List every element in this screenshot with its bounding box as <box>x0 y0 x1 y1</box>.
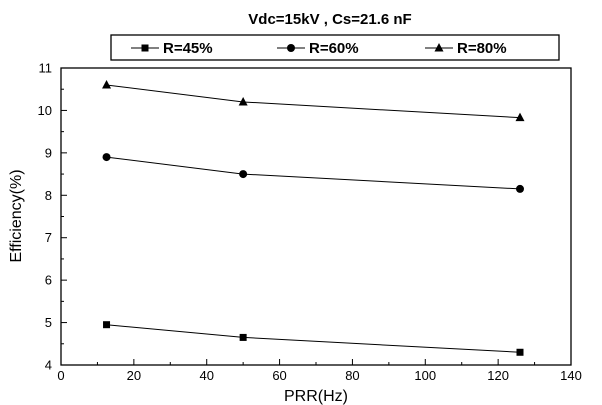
series-line <box>106 156 521 190</box>
y-tick-label: 6 <box>45 273 52 288</box>
chart-title: Vdc=15kV , Cs=21.6 nF <box>248 11 411 28</box>
x-tick-label: 140 <box>560 368 582 383</box>
series-layer <box>102 79 525 356</box>
x-tick-label: 120 <box>487 368 509 383</box>
x-tick-label: 100 <box>414 368 436 383</box>
x-axis-label: PRR(Hz) <box>284 388 348 405</box>
y-tick-label: 4 <box>45 358 52 373</box>
data-point-square <box>103 321 111 329</box>
series-line <box>106 324 521 353</box>
y-tick-label: 7 <box>45 230 52 245</box>
legend-marker-circle <box>287 44 295 52</box>
legend-label: R=45% <box>163 40 213 57</box>
legend-label: R=80% <box>457 40 507 57</box>
plot-area-frame <box>60 67 572 366</box>
data-point-circle <box>516 184 524 193</box>
legend-box <box>110 34 560 61</box>
data-point-triangle <box>238 96 248 106</box>
x-tick-label: 60 <box>272 368 286 383</box>
y-tick-label: 8 <box>45 188 52 203</box>
data-point-triangle <box>102 79 112 89</box>
y-tick-label: 10 <box>38 103 52 118</box>
y-tick-label: 11 <box>39 61 53 76</box>
x-tick-label: 0 <box>57 368 64 383</box>
data-point-square <box>239 333 247 341</box>
x-tick-label: 80 <box>345 368 359 383</box>
y-axis-ticks: 4 5 6 7 8 9 10 11 <box>38 61 67 373</box>
legend-label: R=60% <box>309 40 359 57</box>
data-point-circle <box>239 170 248 179</box>
data-point-circle <box>102 153 111 162</box>
x-tick-label: 20 <box>127 368 141 383</box>
x-tick-label: 40 <box>199 368 213 383</box>
legend-marker-triangle <box>434 43 444 52</box>
legend-marker-square <box>141 44 149 52</box>
data-point-square <box>516 348 524 356</box>
series-line <box>106 84 521 119</box>
y-axis-label: Efficiency(%) <box>8 169 25 262</box>
y-tick-label: 5 <box>45 315 52 330</box>
legend: R=45% R=60% R=80% <box>131 40 507 57</box>
x-axis-ticks: 0 20 40 60 80 100 120 140 <box>57 359 582 383</box>
y-tick-label: 9 <box>45 145 52 160</box>
data-point-triangle <box>515 112 525 122</box>
